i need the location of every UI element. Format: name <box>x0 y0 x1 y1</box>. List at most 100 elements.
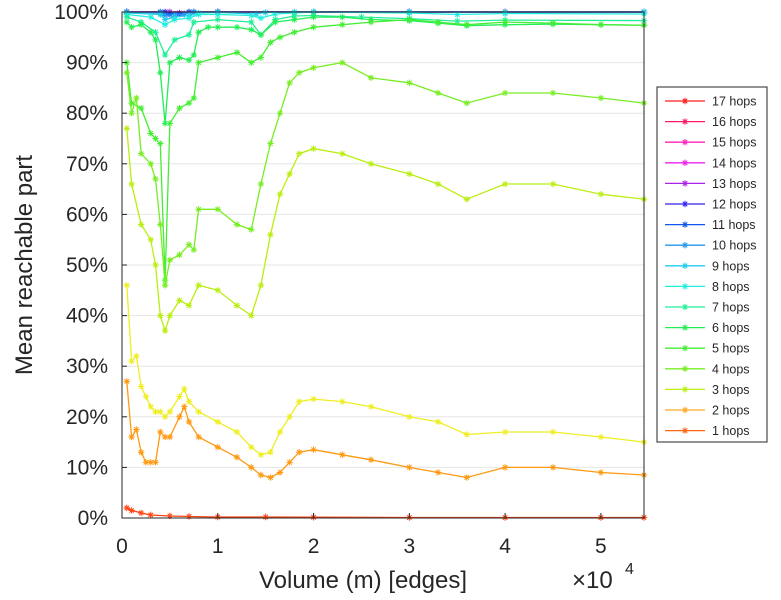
series-point <box>195 29 202 36</box>
series-point <box>463 21 471 28</box>
legend-label: 14 hops <box>712 156 756 170</box>
series-point <box>406 9 413 17</box>
series-point <box>257 282 265 289</box>
legend-entry: 3 hops <box>665 383 750 397</box>
legend-entry: 10 hops <box>665 239 756 253</box>
series-point <box>434 18 442 26</box>
series-point <box>181 385 188 393</box>
series-4-hops <box>123 59 648 289</box>
series-point <box>406 413 413 420</box>
legend-entry: 8 hops <box>665 280 750 294</box>
series-point <box>310 13 317 21</box>
legend-entry: 15 hops <box>665 136 756 150</box>
series-7-hops <box>123 12 648 59</box>
series-point <box>147 130 154 137</box>
legend-marker <box>681 242 689 249</box>
y-tick-label: 90% <box>66 52 108 75</box>
series-point <box>233 454 241 461</box>
series-point <box>276 190 284 198</box>
series-point <box>176 251 183 259</box>
series-point <box>176 54 183 61</box>
series-point <box>147 160 154 167</box>
series-point <box>166 312 174 319</box>
series-point <box>152 408 159 415</box>
series-point <box>185 99 193 107</box>
series-point <box>171 16 178 23</box>
y-tick-label: 70% <box>66 153 108 176</box>
x-tick-label: 0 <box>116 535 128 558</box>
series-point <box>286 170 293 178</box>
legend-label: 5 hops <box>712 342 750 356</box>
series-point <box>185 56 193 64</box>
x-multiplier-exponent: 4 <box>625 561 634 578</box>
series-point <box>434 418 442 426</box>
series-point <box>358 13 365 21</box>
series-point <box>257 31 265 38</box>
legend-entry: 14 hops <box>665 156 756 170</box>
series-point <box>123 69 130 76</box>
series-point <box>214 287 221 294</box>
legend-entry: 9 hops <box>665 259 750 273</box>
series-point <box>295 69 303 76</box>
x-tick-label: 3 <box>403 535 415 558</box>
series-point <box>195 408 202 415</box>
series-point <box>181 10 188 18</box>
series-point <box>233 428 241 436</box>
series-point <box>185 302 193 309</box>
series-point <box>133 94 140 102</box>
legend-entry: 6 hops <box>665 321 750 335</box>
series-point <box>152 261 159 269</box>
series-point <box>152 135 159 142</box>
x-tick-label: 4 <box>499 535 511 558</box>
series-point <box>272 18 279 26</box>
series-point <box>214 11 221 18</box>
series-point <box>367 456 375 464</box>
series-point <box>171 36 178 44</box>
series-point <box>501 464 509 471</box>
series-point <box>166 59 174 66</box>
x-tick-label: 5 <box>595 535 607 558</box>
series-point <box>339 13 346 21</box>
series-point <box>157 11 164 18</box>
series-point <box>157 69 164 76</box>
series-point <box>463 431 471 438</box>
series-point <box>339 21 346 28</box>
legend-label: 16 hops <box>712 115 756 129</box>
series-point <box>166 408 174 415</box>
series-point <box>214 443 221 451</box>
series-point <box>195 59 202 66</box>
legend-entry: 12 hops <box>665 198 756 212</box>
legend-label: 4 hops <box>712 362 750 376</box>
legend-marker <box>681 324 689 331</box>
series-point <box>137 150 145 157</box>
legend-marker <box>681 406 689 414</box>
series-point <box>128 357 135 365</box>
series-point <box>367 18 375 26</box>
series-point <box>267 140 274 147</box>
series-point <box>267 449 274 456</box>
series-line <box>126 14 645 57</box>
series-point <box>137 21 145 28</box>
series-point <box>597 94 605 102</box>
series-point <box>190 18 198 26</box>
series-point <box>549 89 557 97</box>
series-point <box>597 433 605 441</box>
series-point <box>257 471 265 479</box>
series-point <box>157 140 164 147</box>
series-point <box>166 120 174 127</box>
legend-entry: 5 hops <box>665 342 750 356</box>
y-tick-labels: 0% 10% 20% 30% 40% 50% 60% 70% 80% 90% 100% <box>54 1 127 530</box>
series-point <box>276 34 284 41</box>
series-point <box>262 513 269 521</box>
y-tick-label: 60% <box>66 203 108 226</box>
series-point <box>123 13 130 21</box>
series-point <box>267 474 274 481</box>
series-point <box>454 17 461 25</box>
series-point <box>133 352 140 360</box>
series-point <box>310 23 317 31</box>
series-point <box>339 451 346 458</box>
series-point <box>252 10 260 18</box>
series-point <box>248 12 255 19</box>
legend-label: 6 hops <box>712 321 750 335</box>
